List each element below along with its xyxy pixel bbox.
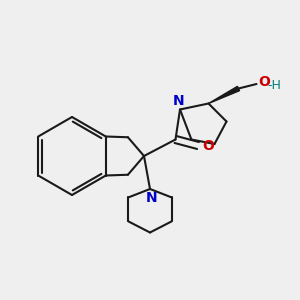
Text: N: N: [146, 190, 157, 205]
Text: O: O: [202, 139, 214, 152]
Text: N: N: [173, 94, 184, 108]
Polygon shape: [208, 86, 240, 103]
Text: -H: -H: [268, 79, 281, 92]
Text: O: O: [258, 76, 270, 89]
